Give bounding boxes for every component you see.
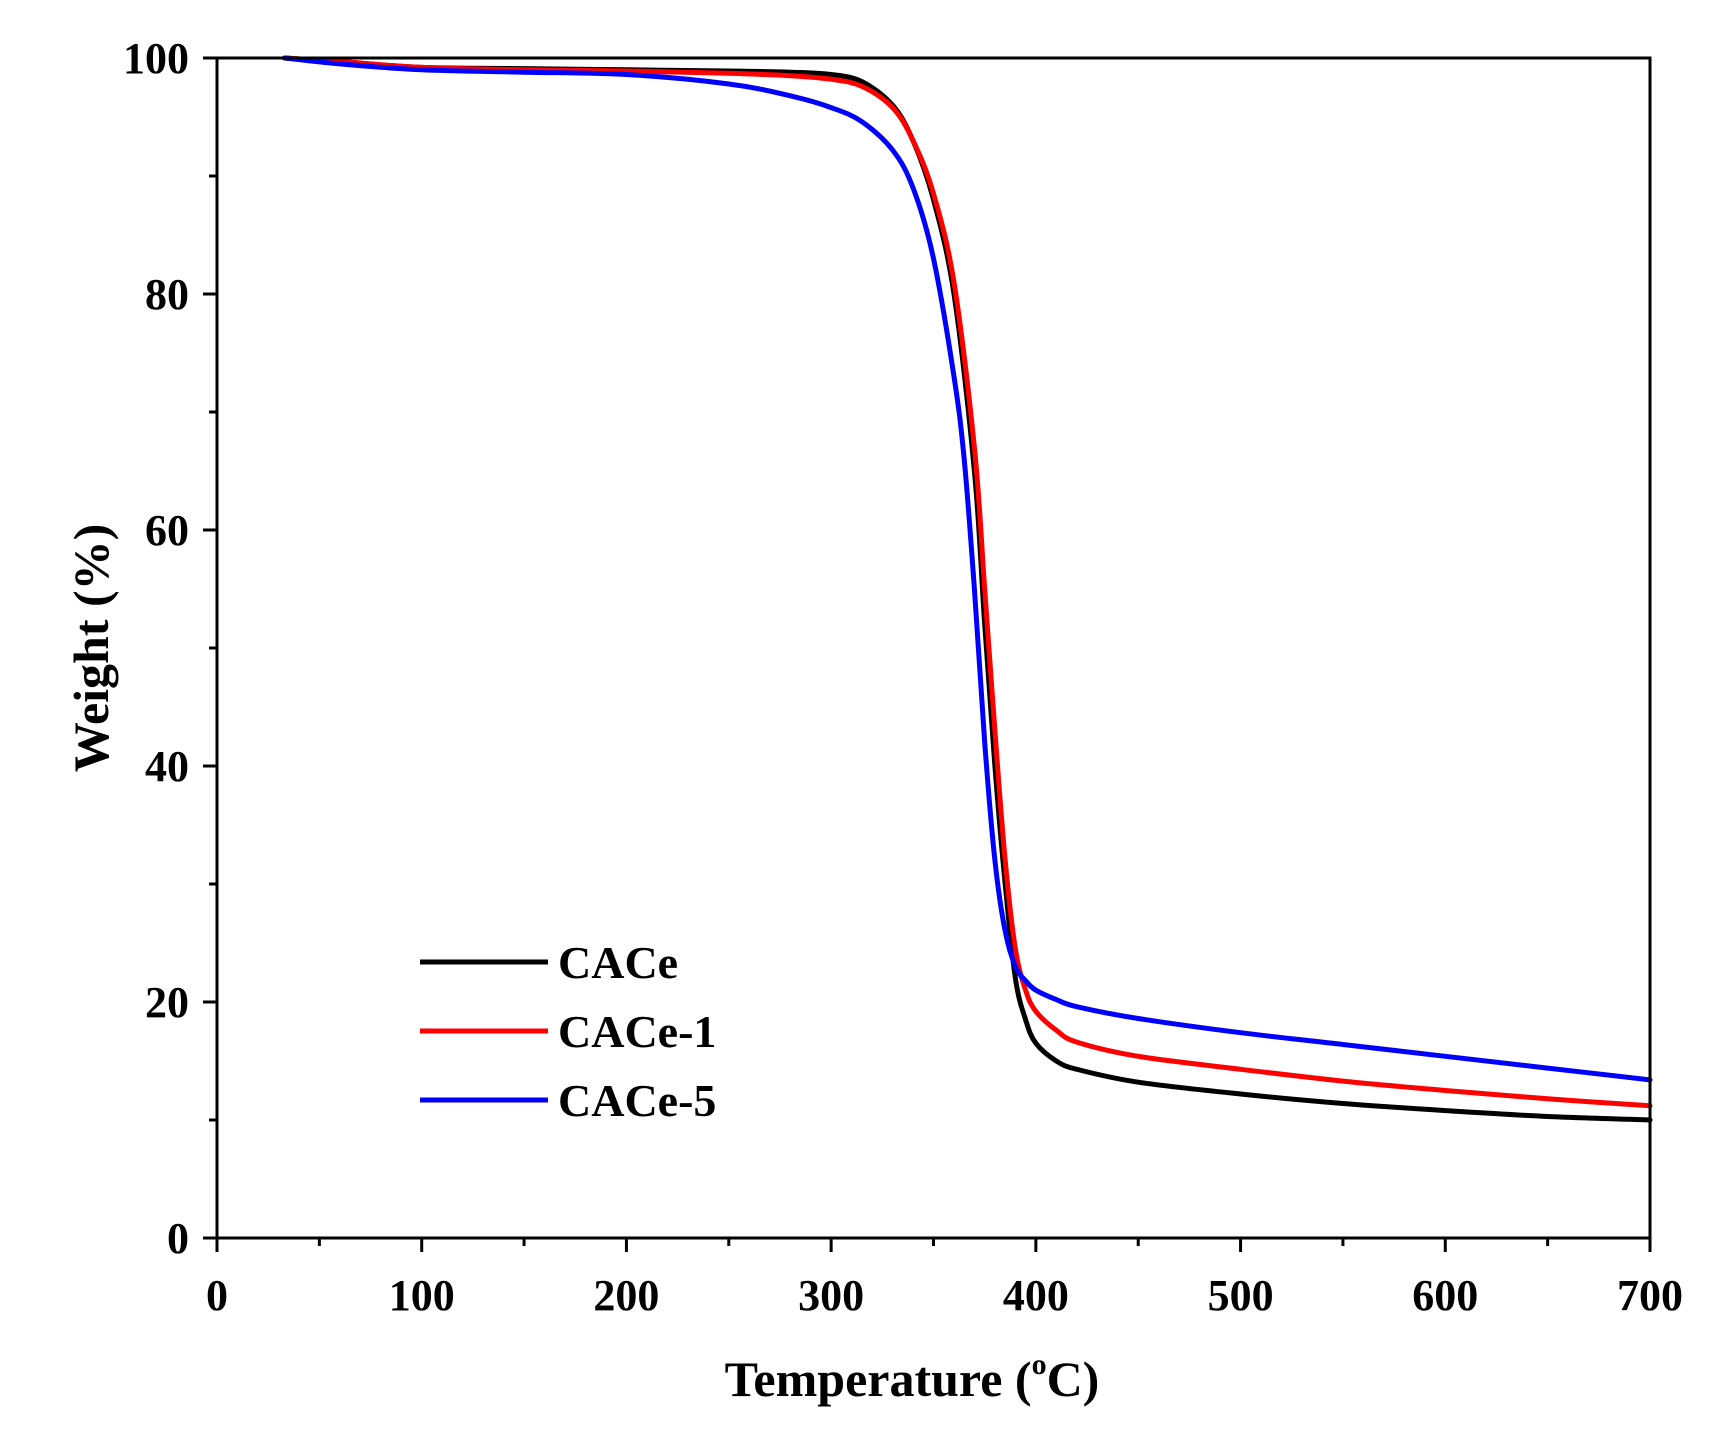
x-tick-label: 600 — [1412, 1271, 1478, 1320]
y-tick-label: 80 — [145, 270, 189, 319]
y-tick-label: 20 — [145, 978, 189, 1027]
legend-label-cace: CACe — [558, 937, 678, 988]
legend: CACe CACe-1 CACe-5 — [420, 937, 716, 1126]
legend-label-cace-1: CACe-1 — [558, 1006, 716, 1057]
series-lines — [282, 55, 1653, 1123]
x-tick-label: 200 — [593, 1271, 659, 1320]
x-tick-label: 400 — [1003, 1271, 1069, 1320]
legend-label-cace-5: CACe-5 — [558, 1075, 716, 1126]
series-line-cace-1 — [282, 55, 1653, 1109]
x-axis-title: Temperature (oC) — [725, 1348, 1100, 1407]
x-tick-label: 0 — [206, 1271, 228, 1320]
x-axis-title-degree: o — [1032, 1348, 1047, 1381]
series-line-cace-5 — [282, 55, 1653, 1083]
y-axis-ticks: 0 20 40 60 80 100 — [123, 34, 217, 1263]
y-tick-label: 0 — [167, 1214, 189, 1263]
x-tick-label: 300 — [798, 1271, 864, 1320]
x-tick-label: 700 — [1617, 1271, 1683, 1320]
y-tick-label: 40 — [145, 742, 189, 791]
y-tick-label: 100 — [123, 34, 189, 83]
x-tick-label: 500 — [1208, 1271, 1274, 1320]
y-axis-title: Weight (%) — [63, 524, 119, 773]
x-axis-ticks: 0 100 200 300 400 500 600 700 — [206, 1238, 1683, 1320]
x-tick-label: 100 — [389, 1271, 455, 1320]
y-tick-label: 60 — [145, 506, 189, 555]
